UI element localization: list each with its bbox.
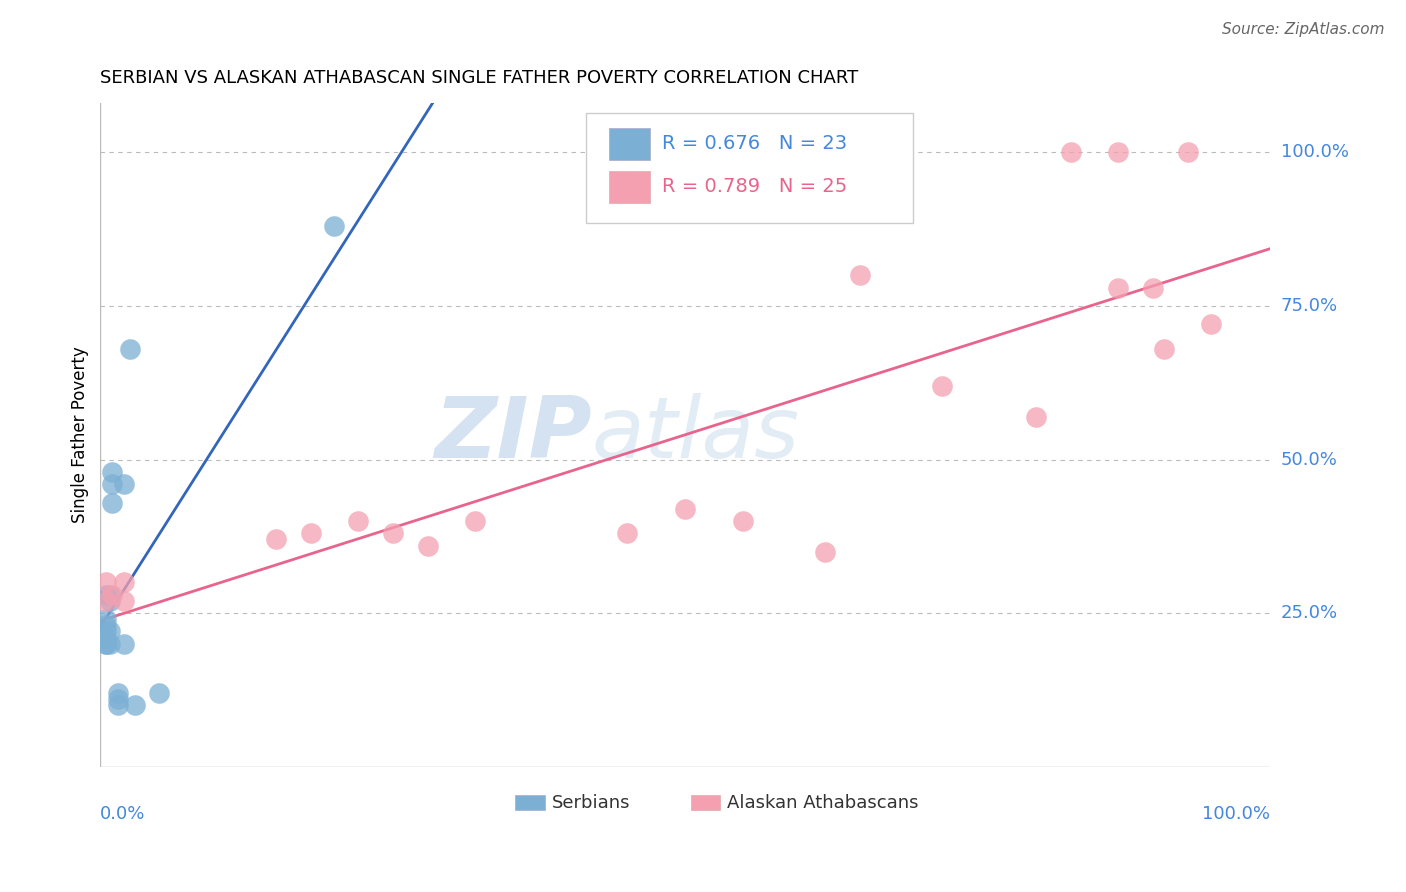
Point xyxy=(98,624,121,639)
Point xyxy=(1025,409,1047,424)
Point xyxy=(264,533,287,547)
Text: Alaskan Athabascans: Alaskan Athabascans xyxy=(727,794,918,812)
Text: SERBIAN VS ALASKAN ATHABASCAN SINGLE FATHER POVERTY CORRELATION CHART: SERBIAN VS ALASKAN ATHABASCAN SINGLE FAT… xyxy=(100,69,859,87)
Text: R = 0.676   N = 23: R = 0.676 N = 23 xyxy=(662,134,846,153)
FancyBboxPatch shape xyxy=(609,128,650,160)
Text: 25.0%: 25.0% xyxy=(1281,604,1339,622)
Point xyxy=(101,477,124,491)
Point xyxy=(107,692,129,706)
Point xyxy=(107,686,129,700)
Point xyxy=(1142,280,1164,294)
Point xyxy=(673,501,696,516)
Point xyxy=(814,544,837,558)
Point xyxy=(112,637,135,651)
Point xyxy=(101,465,124,479)
Point xyxy=(416,539,439,553)
Point xyxy=(849,268,872,283)
FancyBboxPatch shape xyxy=(516,795,544,810)
Point xyxy=(112,575,135,590)
Text: Source: ZipAtlas.com: Source: ZipAtlas.com xyxy=(1222,22,1385,37)
Point xyxy=(1107,280,1129,294)
Point xyxy=(96,624,118,639)
Point xyxy=(96,631,118,645)
Text: Serbians: Serbians xyxy=(551,794,630,812)
Point xyxy=(1107,145,1129,160)
Point xyxy=(148,686,170,700)
Point xyxy=(299,526,322,541)
Point xyxy=(118,342,141,356)
Point xyxy=(107,698,129,713)
Text: 50.0%: 50.0% xyxy=(1281,450,1337,468)
Point xyxy=(98,594,121,608)
Y-axis label: Single Father Poverty: Single Father Poverty xyxy=(72,347,89,524)
Text: ZIP: ZIP xyxy=(434,393,592,476)
Point xyxy=(1153,342,1175,356)
Point xyxy=(381,526,404,541)
Point xyxy=(96,637,118,651)
Point xyxy=(1177,145,1199,160)
Point xyxy=(98,637,121,651)
FancyBboxPatch shape xyxy=(586,113,912,223)
Point xyxy=(124,698,146,713)
Text: 100.0%: 100.0% xyxy=(1202,805,1270,823)
Text: 0.0%: 0.0% xyxy=(100,805,146,823)
Point xyxy=(96,575,118,590)
Text: 100.0%: 100.0% xyxy=(1281,144,1348,161)
Point xyxy=(96,588,118,602)
Point xyxy=(101,495,124,509)
Point xyxy=(346,514,368,528)
Text: atlas: atlas xyxy=(592,393,800,476)
Point xyxy=(1060,145,1083,160)
Point xyxy=(98,588,121,602)
Point xyxy=(112,477,135,491)
Point xyxy=(464,514,486,528)
Point xyxy=(96,618,118,632)
Point xyxy=(101,588,124,602)
Text: 75.0%: 75.0% xyxy=(1281,297,1339,315)
Point xyxy=(96,637,118,651)
Point xyxy=(323,219,346,234)
Point xyxy=(931,379,953,393)
Point xyxy=(96,594,118,608)
Text: R = 0.789   N = 25: R = 0.789 N = 25 xyxy=(662,177,846,195)
Point xyxy=(1199,318,1222,332)
Point xyxy=(616,526,638,541)
FancyBboxPatch shape xyxy=(609,171,650,202)
Point xyxy=(733,514,755,528)
Point xyxy=(112,594,135,608)
Point xyxy=(96,612,118,626)
FancyBboxPatch shape xyxy=(690,795,720,810)
